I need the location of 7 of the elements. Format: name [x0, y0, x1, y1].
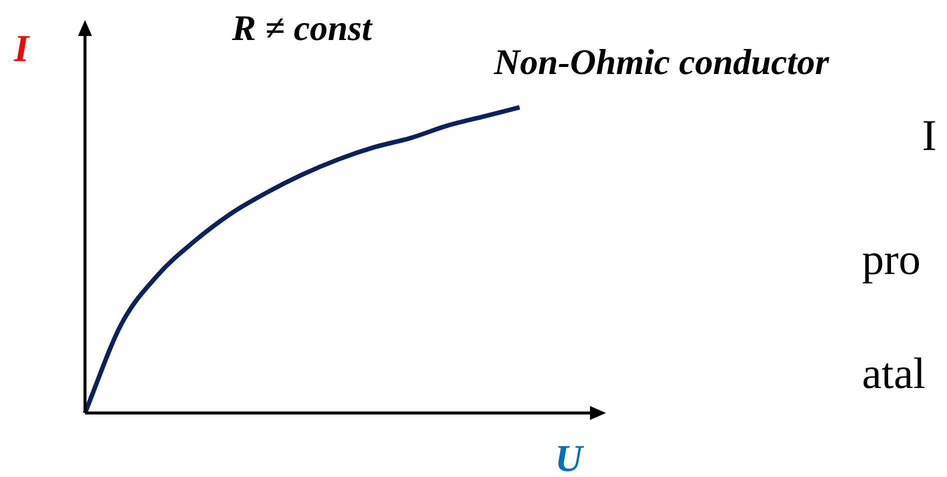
text: R ≠ const	[232, 8, 372, 48]
text: atal	[862, 349, 926, 398]
text: pro	[862, 235, 921, 284]
x-axis-title: U	[555, 438, 582, 477]
y-axis-title: I	[14, 28, 29, 70]
chart-title: Non-Ohmic conductor	[494, 42, 830, 82]
text: I	[922, 111, 937, 160]
